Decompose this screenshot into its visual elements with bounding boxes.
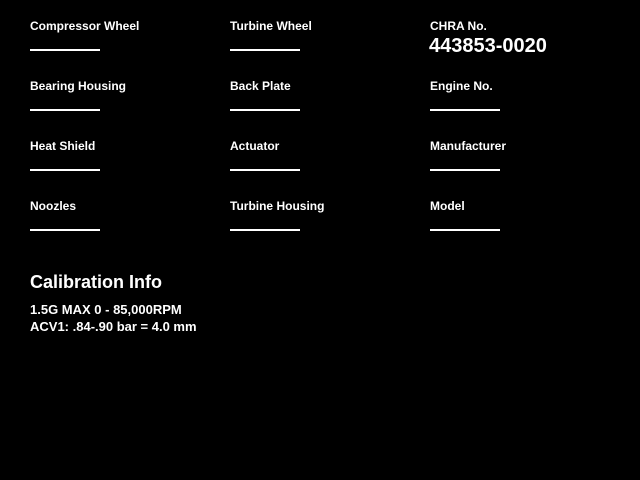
field-label: Turbine Housing xyxy=(230,199,325,213)
field-turbine-wheel: Turbine Wheel xyxy=(230,20,420,76)
calibration-line-rpm: 1.5G MAX 0 - 85,000RPM xyxy=(30,302,182,317)
field-label: CHRA No. xyxy=(430,19,487,33)
field-label: Model xyxy=(430,199,465,213)
field-label: Actuator xyxy=(230,139,280,153)
blank-entry-line xyxy=(30,229,100,231)
field-manufacturer: Manufacturer xyxy=(430,140,620,196)
field-chra-no: CHRA No. 443853-0020 xyxy=(429,19,620,76)
field-label: Noozles xyxy=(30,199,77,213)
field-label: Compressor Wheel xyxy=(30,19,140,33)
field-back-plate: Back Plate xyxy=(230,80,420,136)
form-column-2: Turbine Wheel Back Plate Actuator Turbin… xyxy=(230,0,420,480)
blank-entry-line xyxy=(430,229,500,231)
field-label: Bearing Housing xyxy=(30,79,127,93)
calibration-line-acv: ACV1: .84-.90 bar = 4.0 mm xyxy=(30,319,197,334)
field-label: Heat Shield xyxy=(30,139,96,153)
blank-entry-line xyxy=(430,109,500,111)
field-label: Back Plate xyxy=(230,79,291,93)
field-label: Engine No. xyxy=(430,79,493,93)
field-bearing-housing: Bearing Housing xyxy=(30,80,220,136)
calibration-info-title: Calibration Info xyxy=(30,272,162,292)
field-label: Manufacturer xyxy=(430,139,507,153)
form-column-3: CHRA No. 443853-0020 Engine No. Manufact… xyxy=(429,0,620,480)
blank-entry-line xyxy=(230,169,300,171)
field-model: Model xyxy=(430,200,620,256)
blank-entry-line xyxy=(30,169,100,171)
field-label: Turbine Wheel xyxy=(230,19,312,33)
blank-entry-line xyxy=(30,49,100,51)
field-engine-no: Engine No. xyxy=(430,80,620,136)
blank-entry-line xyxy=(230,109,300,111)
field-heat-shield: Heat Shield xyxy=(30,140,220,196)
form-column-1: Compressor Wheel Bearing Housing Heat Sh… xyxy=(30,0,220,480)
field-actuator: Actuator xyxy=(230,140,420,196)
blank-entry-line xyxy=(230,49,300,51)
field-noozles: Noozles xyxy=(30,200,220,256)
field-compressor-wheel: Compressor Wheel xyxy=(30,20,220,76)
blank-entry-line xyxy=(30,109,100,111)
chra-number-value: 443853-0020 xyxy=(429,35,547,57)
blank-entry-line xyxy=(230,229,300,231)
blank-entry-line xyxy=(430,169,500,171)
field-turbine-housing: Turbine Housing xyxy=(230,200,420,256)
calibration-info-body: 1.5G MAX 0 - 85,000RPM ACV1: .84-.90 bar… xyxy=(30,301,197,335)
